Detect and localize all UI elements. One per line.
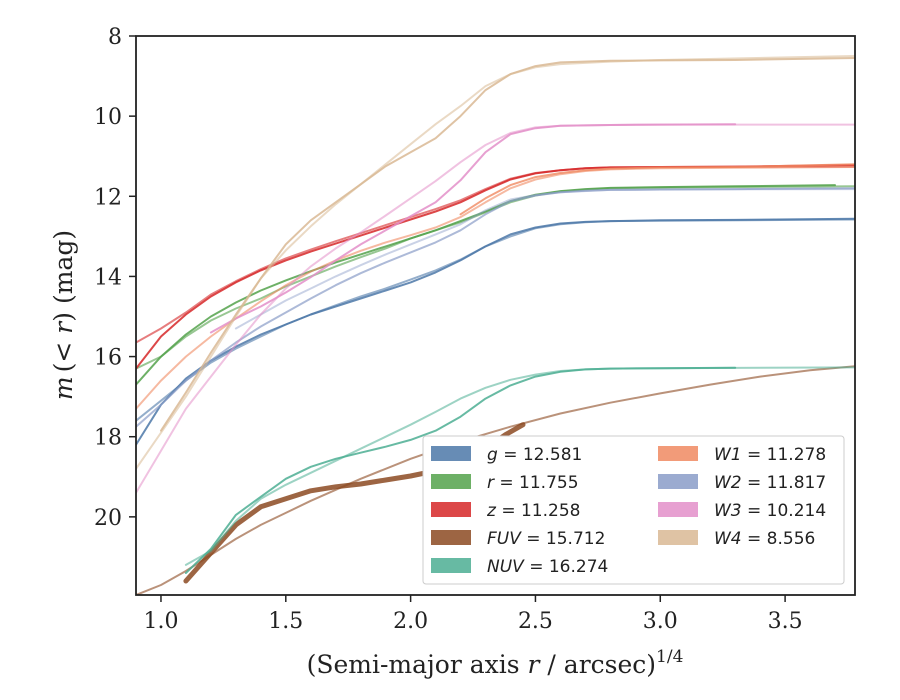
legend-item-fuv: FUV = 15.712 (431, 529, 605, 549)
series-w2 (136, 187, 855, 428)
series-line-w1-2 (459, 163, 855, 216)
y-tick-label: 16 (94, 346, 122, 371)
legend-swatch (431, 474, 471, 489)
legend-item-z: z = 11.258 (431, 501, 580, 521)
legend-label: g = 12.581 (487, 445, 582, 465)
series-line-w2-2 (234, 188, 855, 330)
series-w1 (136, 163, 855, 410)
series-z (136, 164, 855, 370)
series-line-w1-1 (136, 166, 855, 410)
legend-swatch (658, 446, 698, 461)
legend-item-g: g = 12.581 (431, 445, 582, 465)
legend-item-w2: W2 = 11.817 (658, 473, 826, 493)
legend-entries: g = 12.581 r = 11.755 z = 11.258 FUV = 15.7… (431, 445, 826, 577)
series-w4 (136, 55, 855, 470)
series-line-w4-1 (160, 57, 855, 432)
legend-label: W4 = 8.556 (714, 529, 815, 549)
x-axis-label: (Semi-major axis r / arcsec)1/4 (307, 647, 684, 679)
series-line-g-1 (136, 217, 855, 446)
x-tick-label: 2.5 (518, 609, 553, 634)
legend-swatch (431, 558, 471, 573)
y-axis-ticks: 8 10 12 14 16 18 20 (94, 25, 136, 531)
legend-item-nuv: NUV = 16.274 (431, 557, 608, 577)
x-axis-ticks: 1.0 1.5 2.0 2.5 3.0 3.5 (143, 595, 803, 634)
legend-label: W1 = 11.278 (714, 445, 826, 465)
legend-label: W2 = 11.817 (714, 473, 826, 493)
legend-swatch (431, 502, 471, 517)
legend-item-w4: W4 = 8.556 (658, 529, 815, 549)
legend-label: z = 11.258 (486, 501, 580, 521)
series-line-g-2 (136, 218, 855, 422)
legend-swatch (431, 530, 471, 545)
series-nuv (184, 366, 855, 574)
series-line-w3-1 (209, 123, 737, 334)
legend-label: r = 11.755 (487, 473, 579, 493)
legend-label: FUV = 15.712 (487, 529, 605, 549)
y-tick-label: 18 (94, 426, 122, 451)
legend-item-w3: W3 = 10.214 (658, 501, 826, 521)
series-line-w3-2 (136, 123, 855, 494)
x-tick-label: 3.0 (643, 609, 678, 634)
legend-frame (422, 435, 845, 585)
legend-item-w1: W1 = 11.278 (658, 445, 826, 465)
plot-frame (135, 35, 856, 596)
legend-swatch (431, 446, 471, 461)
x-tick-label: 1.0 (143, 609, 178, 634)
legend-label: NUV = 16.274 (487, 557, 608, 577)
legend-swatch (658, 474, 698, 489)
series-line-w2-1 (136, 187, 855, 428)
series-line-nuv-2 (184, 366, 855, 566)
y-tick-label: 14 (94, 265, 122, 290)
legend-swatch (658, 502, 698, 517)
x-tick-label: 3.5 (768, 609, 803, 634)
series-lines (136, 55, 855, 595)
x-tick-label: 1.5 (268, 609, 303, 634)
x-tick-label: 2.0 (393, 609, 428, 634)
series-r (136, 184, 855, 386)
y-axis-label: m(< r) (mag) (49, 230, 78, 400)
legend: g = 12.581 r = 11.755 z = 11.258 FUV = 15.7… (422, 435, 845, 585)
series-g (136, 217, 855, 446)
series-line-fuv-2 (136, 365, 855, 595)
legend-item-r: r = 11.755 (431, 473, 579, 493)
legend-label: W3 = 10.214 (714, 501, 826, 521)
series-line-w4-2 (136, 55, 855, 470)
series-w3 (136, 123, 855, 494)
y-tick-label: 20 (94, 506, 122, 531)
y-tick-label: 10 (94, 105, 122, 130)
legend-swatch (658, 530, 698, 545)
y-tick-label: 12 (94, 185, 122, 210)
y-tick-label: 8 (108, 25, 122, 50)
series-line-z-2 (136, 165, 855, 344)
